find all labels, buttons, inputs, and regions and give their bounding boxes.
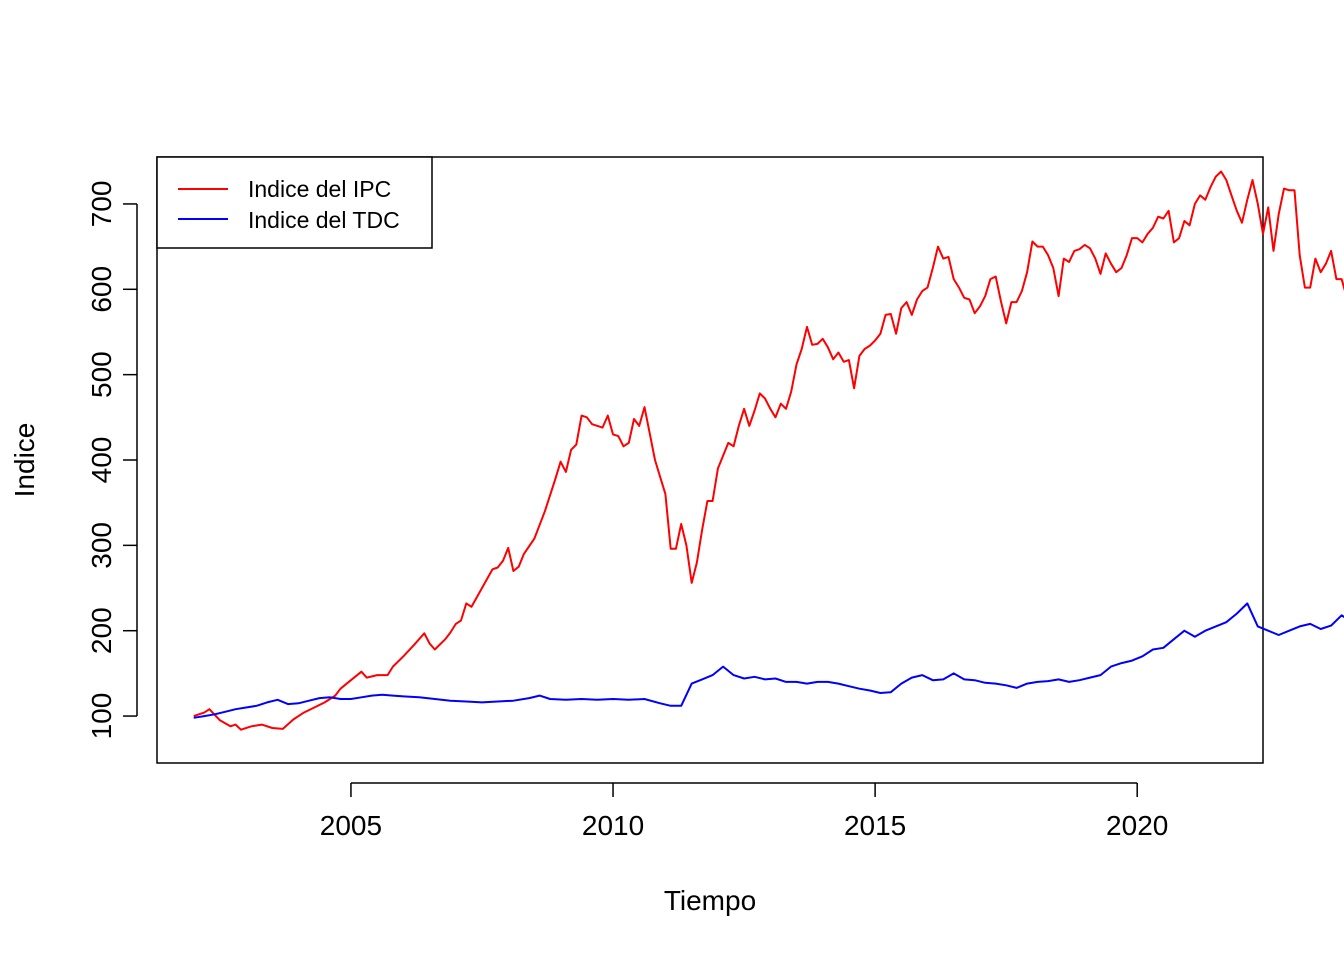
x-tick-label: 2020 — [1106, 810, 1168, 841]
x-tick-label: 2005 — [320, 810, 382, 841]
y-axis-label: Indice — [9, 423, 40, 498]
y-tick-label: 700 — [86, 181, 117, 228]
y-tick-label: 200 — [86, 607, 117, 654]
x-axis-label: Tiempo — [664, 885, 756, 916]
x-axis: 2005 2010 2015 2020 — [320, 782, 1168, 841]
y-tick-label: 300 — [86, 522, 117, 569]
legend-box — [156, 156, 433, 249]
y-tick-label: 600 — [86, 266, 117, 313]
y-tick-label: 400 — [86, 437, 117, 484]
x-tick-label: 2010 — [582, 810, 644, 841]
y-tick-label: 100 — [86, 693, 117, 740]
y-tick-label: 500 — [86, 351, 117, 398]
series-line-ipc — [193, 170, 1344, 731]
series-line-tdc — [193, 602, 1344, 719]
series-lines — [193, 170, 1344, 731]
legend-label-ipc: Indice del IPC — [248, 176, 391, 202]
x-tick-label: 2015 — [844, 810, 906, 841]
plot-frame — [156, 156, 1264, 764]
legend-label-tdc: Indice del TDC — [248, 207, 400, 233]
legend: Indice del IPC Indice del TDC — [156, 156, 433, 249]
y-axis: 100 200 300 400 500 600 700 — [86, 181, 138, 740]
